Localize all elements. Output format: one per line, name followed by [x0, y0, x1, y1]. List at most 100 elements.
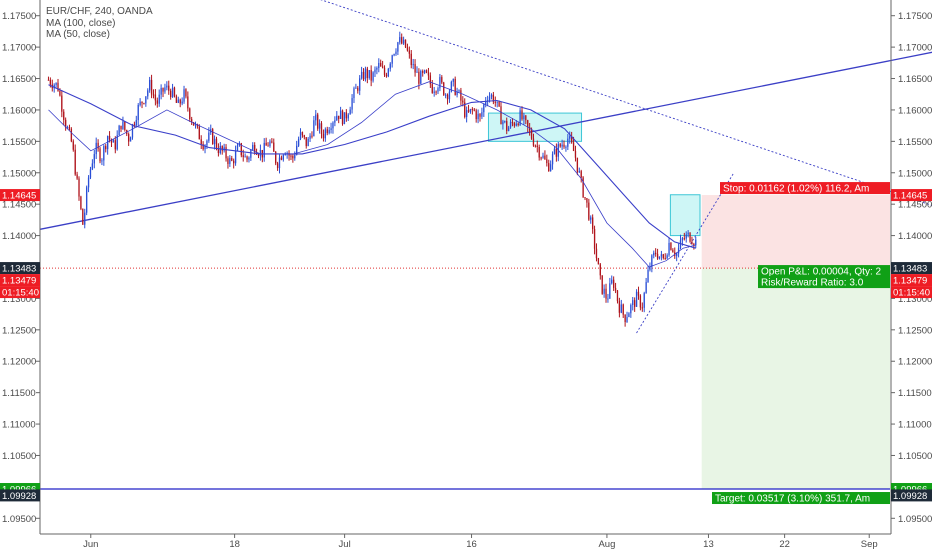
position-tool-layer[interactable]: [40, 195, 890, 490]
candle-body: [229, 158, 231, 164]
candle-body: [89, 169, 92, 178]
entry-tag-text-left: 1.13483: [2, 264, 36, 275]
target-label-box[interactable]: [712, 492, 890, 505]
candle-body: [635, 291, 638, 307]
candle-body: [84, 212, 86, 225]
stop-tag-text-right: 1.14645: [893, 191, 927, 202]
candle-body: [427, 72, 430, 76]
x-tick-label: Sep: [861, 539, 878, 550]
candle-body: [651, 255, 653, 267]
candle-body: [481, 112, 483, 117]
candle-body: [103, 146, 105, 161]
candle-body: [515, 123, 517, 126]
candle-body: [601, 275, 603, 294]
candle-body: [649, 266, 651, 270]
candle-body: [553, 148, 556, 155]
stop-label-box[interactable]: [720, 182, 890, 195]
candle-body: [422, 71, 424, 73]
y-tick-label-left: 1.17000: [2, 43, 36, 54]
y-tick-label-right: 1.12500: [898, 325, 932, 336]
candle-body: [66, 127, 69, 129]
candle-body: [380, 62, 382, 67]
candle-body: [570, 136, 573, 143]
candle-body: [611, 279, 613, 284]
y-tick-label-left: 1.17500: [2, 11, 36, 22]
candle-body: [672, 249, 674, 253]
candle-body: [108, 136, 111, 140]
candle-body: [605, 288, 607, 299]
candle-body: [612, 279, 615, 288]
candle-body: [72, 141, 74, 150]
candle-body: [76, 174, 78, 179]
candle-body: [685, 234, 687, 239]
candle-body: [653, 252, 655, 256]
candle-body: [217, 148, 220, 154]
candle-body: [444, 94, 447, 96]
target-zone[interactable]: [701, 268, 890, 490]
candle-body: [162, 87, 164, 92]
stop-tag-text-left: 1.14645: [2, 191, 36, 202]
candle-body: [626, 317, 628, 323]
candle-body: [572, 142, 575, 151]
candle-body: [490, 94, 493, 97]
candle-body: [326, 129, 328, 134]
candle-body: [591, 217, 594, 230]
candle-body: [156, 100, 158, 104]
candle-body: [339, 110, 342, 119]
stop-label: Stop: 0.01162 (1.02%) 116.2, Am: [723, 184, 869, 195]
trendline-short-rise[interactable]: [636, 172, 735, 334]
candle-body: [393, 54, 395, 56]
candle-body: [546, 159, 548, 164]
candle-body: [645, 282, 647, 294]
candle-body: [179, 99, 181, 104]
countdown-tag-left: [0, 286, 40, 299]
candle-body: [423, 70, 426, 73]
entry-tag-right: [891, 262, 932, 275]
candle-body: [420, 71, 422, 84]
candle-body: [408, 50, 411, 54]
candle-body: [198, 126, 200, 140]
candle-body: [511, 121, 514, 124]
trendline-rising[interactable]: [39, 35, 932, 230]
candle-body: [345, 112, 348, 119]
symbol-title[interactable]: EUR/CHF, 240, OANDA: [46, 6, 153, 17]
candle-body: [668, 242, 670, 256]
candle-body: [164, 87, 166, 92]
rr-label-box[interactable]: [758, 276, 890, 289]
candle-body: [204, 145, 206, 150]
candle-body: [57, 82, 59, 91]
candle-body: [311, 135, 313, 137]
ma50-legend[interactable]: MA (50, close): [46, 29, 110, 40]
drawing-layer[interactable]: [39, 0, 932, 334]
x-tick-label: 13: [703, 539, 714, 550]
candle-body: [301, 132, 304, 136]
y-tick-label-left: 1.15500: [2, 137, 36, 148]
y-tick-label-left: 1.13000: [2, 294, 36, 305]
x-tick-label: Aug: [598, 539, 615, 550]
moving-averages-layer: [48, 81, 696, 268]
candle-body: [124, 121, 126, 131]
candle-body: [473, 109, 475, 111]
candle-body: [500, 106, 502, 125]
stop-tag-right: [891, 189, 932, 202]
candle-body: [448, 91, 451, 100]
candle-body: [181, 101, 183, 104]
candle-body: [506, 121, 508, 132]
candle-body: [208, 132, 210, 141]
ma100-legend[interactable]: MA (100, close): [46, 18, 115, 29]
candle-body: [370, 70, 372, 81]
candle-body: [622, 304, 624, 315]
candle-body: [595, 248, 598, 259]
candle-body: [242, 155, 244, 157]
candle-body: [366, 68, 369, 78]
candle-body: [693, 244, 695, 246]
x-tick-label: Jul: [339, 539, 351, 550]
candle-body: [296, 145, 298, 155]
pnl-label-box[interactable]: [758, 265, 890, 278]
stop-zone[interactable]: [701, 195, 890, 269]
candle-body: [97, 142, 99, 149]
candle-body: [63, 111, 65, 120]
zone-rectangle-2[interactable]: [669, 194, 701, 237]
